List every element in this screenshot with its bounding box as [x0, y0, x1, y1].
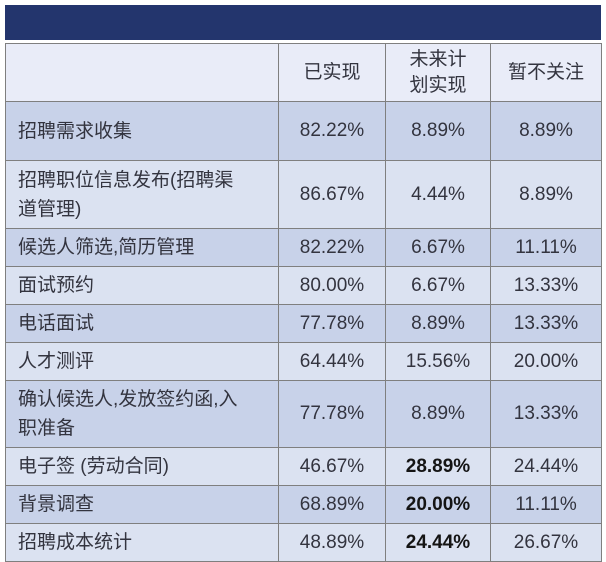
cell-ignored: 24.44%	[490, 447, 602, 486]
row-label: 人才测评	[5, 342, 279, 381]
row-label: 招聘成本统计	[5, 523, 279, 562]
table-row: 招聘职位信息发布(招聘渠道管理) 86.67% 4.44% 8.89%	[5, 160, 602, 229]
row-label: 招聘需求收集	[5, 101, 279, 161]
row-label: 背景调查	[5, 485, 279, 524]
row-label: 电话面试	[5, 304, 279, 343]
header-cell-planned: 未来计 划实现	[385, 43, 491, 102]
cell-ignored: 26.67%	[490, 523, 602, 562]
cell-implemented: 86.67%	[278, 160, 386, 229]
table-header-row: 已实现 未来计 划实现 暂不关注	[5, 43, 602, 102]
table-row: 招聘成本统计 48.89% 24.44% 26.67%	[5, 523, 602, 562]
cell-planned-emphasized: 20.00%	[385, 485, 491, 524]
table-row: 背景调查 68.89% 20.00% 11.11%	[5, 485, 602, 524]
cell-planned: 8.89%	[385, 380, 491, 448]
table-row: 候选人筛选,简历管理 82.22% 6.67% 11.11%	[5, 228, 602, 267]
row-label: 招聘职位信息发布(招聘渠道管理)	[5, 160, 279, 229]
survey-result-table: 已实现 未来计 划实现 暂不关注 招聘需求收集 82.22% 8.89% 8.8…	[5, 43, 602, 562]
cell-implemented: 46.67%	[278, 447, 386, 486]
cell-implemented: 64.44%	[278, 342, 386, 381]
table-row: 招聘需求收集 82.22% 8.89% 8.89%	[5, 101, 602, 161]
row-label: 电子签 (劳动合同)	[5, 447, 279, 486]
cell-ignored: 8.89%	[490, 160, 602, 229]
row-label: 确认候选人,发放签约函,入职准备	[5, 380, 279, 448]
cell-ignored: 13.33%	[490, 266, 602, 305]
cell-implemented: 82.22%	[278, 101, 386, 161]
table-row: 确认候选人,发放签约函,入职准备 77.78% 8.89% 13.33%	[5, 380, 602, 448]
cell-planned-emphasized: 28.89%	[385, 447, 491, 486]
table-row: 电子签 (劳动合同) 46.67% 28.89% 24.44%	[5, 447, 602, 486]
cell-planned: 15.56%	[385, 342, 491, 381]
cell-implemented: 77.78%	[278, 304, 386, 343]
cell-implemented: 48.89%	[278, 523, 386, 562]
row-label: 候选人筛选,简历管理	[5, 228, 279, 267]
cell-ignored: 11.11%	[490, 485, 602, 524]
cell-implemented: 80.00%	[278, 266, 386, 305]
cell-implemented: 68.89%	[278, 485, 386, 524]
cell-planned: 6.67%	[385, 266, 491, 305]
table-row: 人才测评 64.44% 15.56% 20.00%	[5, 342, 602, 381]
cell-ignored: 13.33%	[490, 380, 602, 448]
header-cell-implemented: 已实现	[278, 43, 386, 102]
table-title-bar: 8.1.2 参调企业招聘管理的具体职能实现状况为 N=45	[5, 5, 601, 69]
cell-ignored: 20.00%	[490, 342, 602, 381]
table-row: 电话面试 77.78% 8.89% 13.33%	[5, 304, 602, 343]
cell-ignored: 13.33%	[490, 304, 602, 343]
header-cell-empty	[5, 43, 279, 102]
table-row: 面试预约 80.00% 6.67% 13.33%	[5, 266, 602, 305]
cell-ignored: 8.89%	[490, 101, 602, 161]
cell-implemented: 77.78%	[278, 380, 386, 448]
cell-planned: 8.89%	[385, 101, 491, 161]
cell-planned: 4.44%	[385, 160, 491, 229]
cell-implemented: 82.22%	[278, 228, 386, 267]
header-cell-ignored: 暂不关注	[490, 43, 602, 102]
cell-ignored: 11.11%	[490, 228, 602, 267]
cell-planned: 8.89%	[385, 304, 491, 343]
cell-planned-emphasized: 24.44%	[385, 523, 491, 562]
cell-planned: 6.67%	[385, 228, 491, 267]
row-label: 面试预约	[5, 266, 279, 305]
report-figure: 8.1.2 参调企业招聘管理的具体职能实现状况为 N=45 已实现 未来计 划实…	[5, 5, 602, 562]
